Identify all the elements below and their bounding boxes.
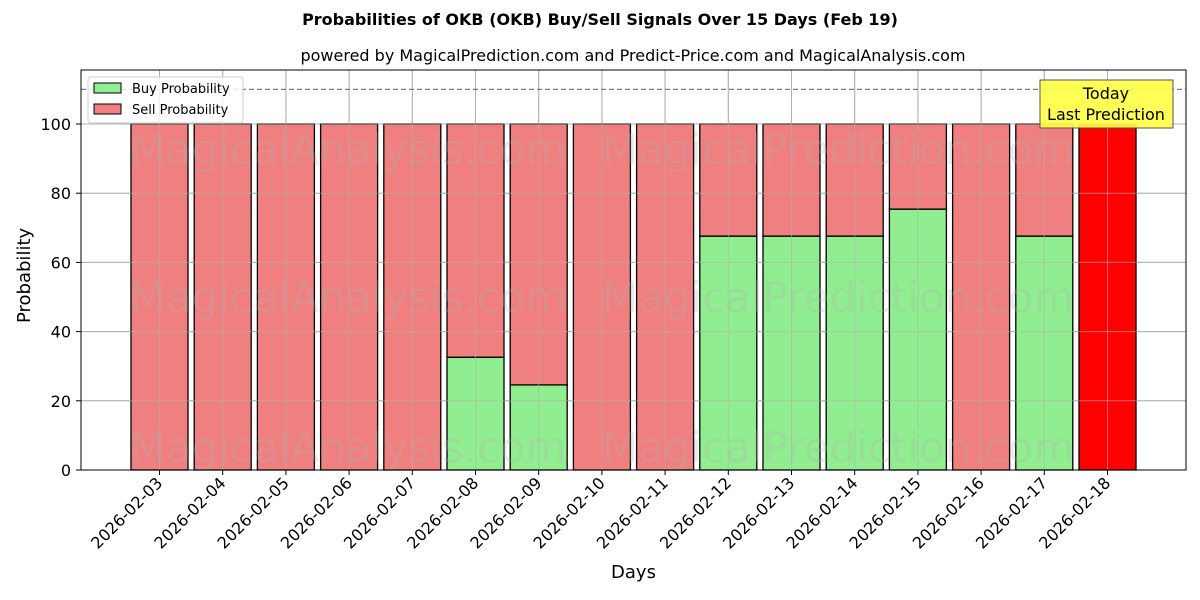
y-tick-label: 80 <box>51 184 71 203</box>
x-axis-ticks: 2026-02-032026-02-042026-02-052026-02-06… <box>87 470 1114 553</box>
y-tick-label: 60 <box>51 253 71 272</box>
axes-frame <box>80 69 1187 471</box>
watermark-text: MagicalAnalysis.com <box>130 423 567 472</box>
legend-swatch-buy <box>93 82 122 94</box>
watermark-text: MagicalPrediction.com <box>602 125 1075 174</box>
x-axis-label: Days <box>611 562 656 583</box>
y-axis-label: Probability <box>14 227 35 323</box>
legend: Buy Probability Sell Probability <box>87 76 244 124</box>
chart-title: Probabilities of OKB (OKB) Buy/Sell Sign… <box>302 10 898 29</box>
y-tick-label: 100 <box>40 115 71 134</box>
legend-swatch-sell <box>93 103 122 115</box>
watermark-text: MagicalPrediction.com <box>602 423 1075 472</box>
legend-label-buy: Buy Probability <box>132 82 230 97</box>
watermark-text: MagicalPrediction.com <box>602 273 1075 322</box>
y-axis-ticks: 0 20 40 60 80 100 <box>40 115 81 480</box>
legend-label-sell: Sell Probability <box>132 103 229 118</box>
y-tick-label: 40 <box>51 323 71 342</box>
chart-subtitle: powered by MagicalPrediction.com and Pre… <box>300 46 966 65</box>
watermark-text: MagicalAnalysis.com <box>130 125 567 174</box>
today-annotation: Today Last Prediction <box>1039 79 1174 129</box>
annotation-line1: Today <box>1082 84 1129 103</box>
watermark-text: MagicalAnalysis.com <box>130 273 567 322</box>
y-tick-label: 20 <box>51 392 71 411</box>
watermarks: MagicalAnalysis.com MagicalPrediction.com… <box>81 70 1186 472</box>
annotation-line2: Last Prediction <box>1047 105 1165 124</box>
y-tick-label: 0 <box>61 461 71 480</box>
